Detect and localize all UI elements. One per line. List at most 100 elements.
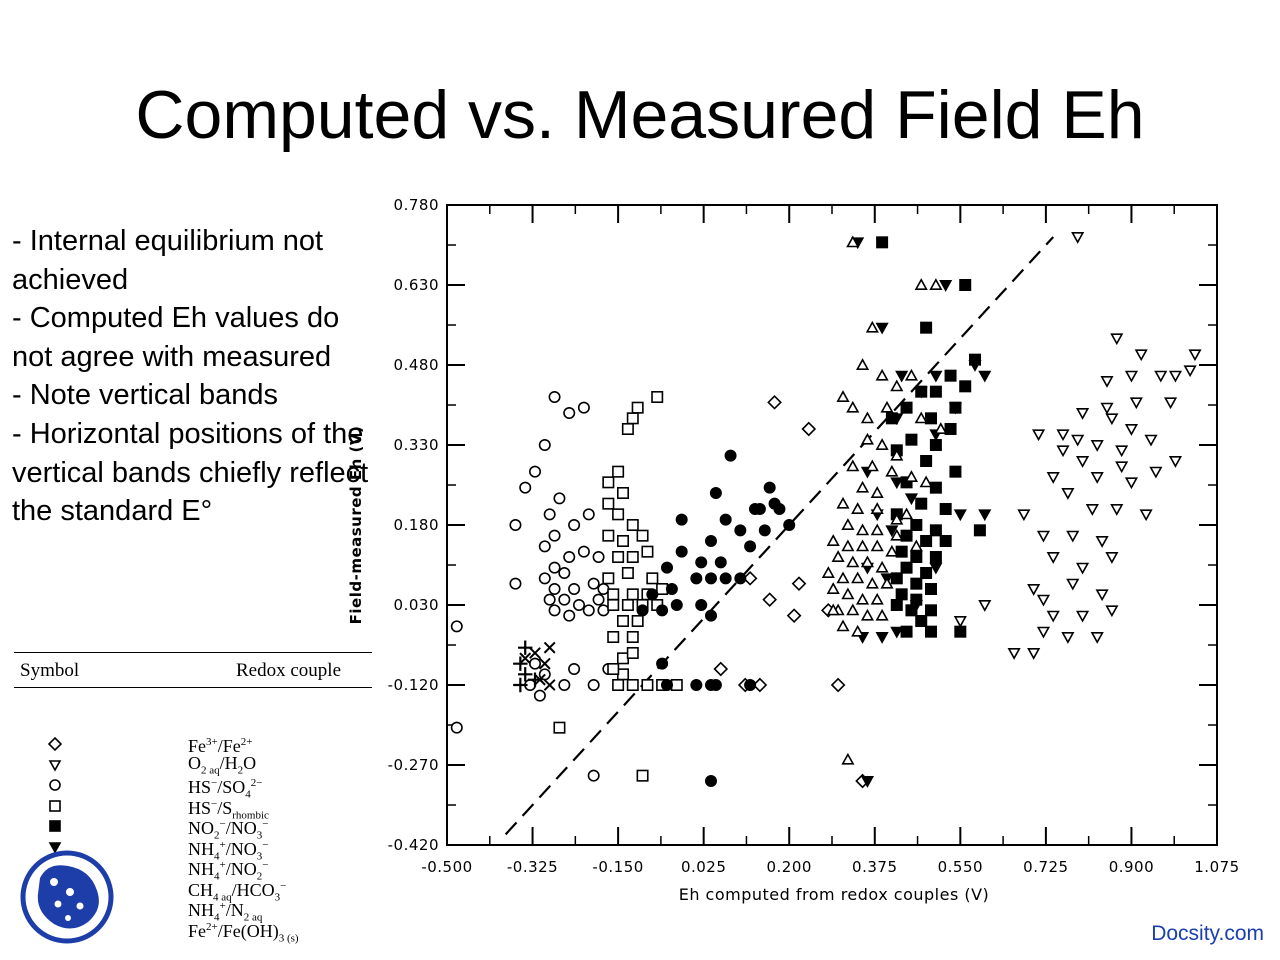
data-point-triangle-down-filled: [895, 370, 909, 383]
data-point-square-filled: [939, 534, 952, 547]
legend-couple-label: NH4+/NO3−: [188, 838, 269, 863]
data-point-square-filled: [895, 588, 908, 601]
data-point-circle: [568, 662, 581, 675]
data-point-triangle-down-filled: [885, 525, 899, 538]
data-point-cross: [543, 641, 556, 654]
data-point-square: [670, 678, 683, 691]
data-point-circle-filled: [709, 486, 722, 499]
data-point-triangle: [875, 438, 889, 450]
x-tick-label: -0.150: [592, 858, 643, 876]
legend-couple-label: O2 aq/H2O: [188, 752, 257, 777]
data-point-circle-filled: [695, 556, 708, 569]
data-point-triangle: [890, 448, 904, 461]
slide-title: Computed vs. Measured Field Eh: [135, 77, 1145, 153]
data-point-square-filled: [895, 545, 908, 558]
legend-symbol-square-filled: [49, 820, 61, 832]
data-point-triangle: [836, 496, 850, 509]
data-point-circle-filled: [709, 678, 722, 691]
data-point-triangle-down: [1100, 402, 1114, 415]
data-point-triangle: [855, 523, 870, 536]
data-point-circle: [548, 582, 561, 595]
data-point-square: [607, 630, 620, 643]
data-point-square-filled: [929, 385, 942, 398]
data-point-triangle: [904, 470, 919, 482]
data-point-triangle: [870, 502, 884, 514]
data-point-triangle-down: [1115, 461, 1129, 474]
data-point-triangle: [885, 544, 899, 557]
data-point-triangle-down-filled: [968, 360, 982, 372]
data-point-square: [631, 401, 644, 414]
data-point-square-filled: [920, 566, 933, 579]
data-point-circle-filled: [665, 582, 678, 595]
y-tick-label: 0.180: [394, 516, 439, 534]
data-point-triangle: [870, 523, 884, 536]
y-tick-label: -0.120: [388, 676, 439, 694]
data-point-square-filled: [924, 604, 937, 617]
x-axis-label: Eh computed from redox couples (V): [679, 885, 990, 904]
data-point-circle-filled: [704, 534, 717, 547]
data-point-triangle-down: [1168, 370, 1183, 383]
data-point-square-filled: [944, 422, 957, 435]
chart-axes: -0.500 -0.325 -0.150 0.025 0.200 0.375 0.550 0.…: [388, 196, 1240, 876]
series-square: [553, 390, 683, 782]
data-point-triangle: [870, 592, 884, 605]
data-point-triangle: [860, 555, 875, 568]
data-point-triangle-down-filled: [890, 626, 904, 639]
data-point-triangle-down: [1085, 504, 1099, 516]
data-point-circle-filled: [753, 502, 766, 515]
data-point-triangle-down-filled: [875, 632, 889, 644]
data-point-square: [641, 678, 654, 691]
legend-couple-label: NH4+/NO2−: [188, 859, 269, 883]
series-cross: [519, 641, 556, 691]
data-point-circle: [558, 593, 571, 606]
data-point-circle: [450, 620, 463, 633]
data-point-circle: [582, 508, 595, 521]
legend-marker-diamond: [47, 736, 63, 752]
data-point-triangle-down: [1095, 536, 1109, 548]
data-point-triangle: [851, 502, 865, 514]
data-point-triangle-down: [1066, 578, 1080, 591]
legend-symbol-circle: [49, 779, 61, 791]
data-point-triangle-down-filled: [914, 386, 928, 399]
data-point-circle: [582, 604, 595, 617]
data-point-triangle: [846, 400, 860, 413]
x-tick-label: 1.075: [1194, 858, 1239, 876]
data-point-circle-filled: [660, 678, 673, 691]
data-point-square-filled: [939, 502, 952, 515]
legend-symbol-triangle-down-filled: [48, 841, 62, 854]
legend-item: Fe3+/Fe2+: [14, 732, 372, 756]
data-point-square-filled: [910, 550, 923, 563]
data-point-circle-filled: [636, 604, 649, 617]
data-point-triangle-down-filled: [875, 322, 889, 335]
data-point-circle: [563, 609, 576, 622]
legend-marker-square: [49, 799, 61, 812]
data-point-circle-filled: [704, 572, 717, 585]
footer-link[interactable]: Docsity.com: [1151, 922, 1264, 945]
data-point-triangle-down: [1154, 370, 1168, 383]
data-point-triangle-down: [1144, 434, 1158, 447]
x-tick-label: 0.550: [938, 858, 983, 876]
data-point-triangle-down: [1183, 365, 1197, 378]
data-point-square: [626, 678, 639, 691]
y-tick-label: 0.480: [394, 356, 439, 374]
data-point-triangle: [846, 459, 860, 472]
symbol-legend: Symbol Redox couple Fe3+/Fe2+ O2 aq/H2O HS…: [14, 652, 372, 944]
data-point-triangle-down: [1095, 589, 1109, 602]
data-point-square-filled: [890, 572, 903, 585]
data-point-triangle-down: [1139, 509, 1153, 522]
data-point-square: [612, 678, 625, 691]
data-point-square-filled: [954, 625, 967, 638]
data-point-circle: [528, 465, 541, 478]
data-point-triangle-down-filled: [909, 600, 923, 612]
data-point-triangle-down: [1075, 408, 1090, 420]
data-point-square-filled: [915, 497, 928, 510]
data-point-circle-filled: [773, 502, 786, 515]
x-tick-label: -0.325: [507, 858, 558, 876]
data-point-circle-filled: [744, 678, 757, 691]
data-point-square: [626, 588, 639, 601]
data-point-square: [626, 518, 639, 531]
data-point-triangle-down: [1036, 594, 1051, 607]
data-points-layer: [450, 232, 1202, 789]
legend-marker-triangle-down-filled: [48, 841, 62, 854]
